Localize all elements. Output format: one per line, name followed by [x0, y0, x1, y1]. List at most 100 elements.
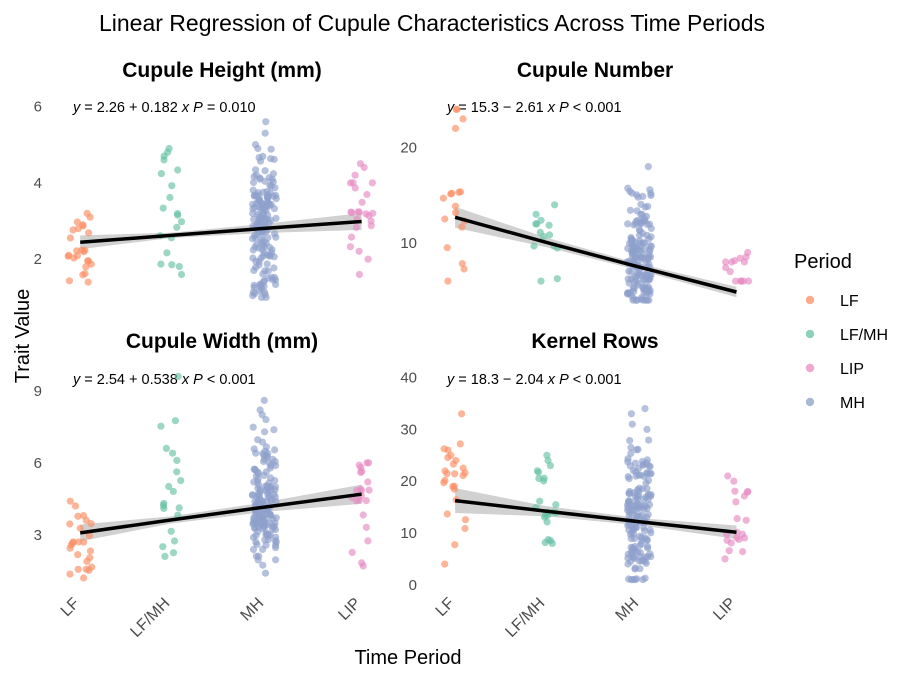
legend-item: LIP: [805, 361, 864, 378]
data-point: [452, 209, 460, 217]
data-point: [352, 223, 360, 231]
data-point: [251, 203, 259, 211]
data-point: [270, 522, 278, 530]
data-point: [79, 271, 87, 279]
data-point: [733, 515, 741, 523]
data-point: [626, 530, 635, 539]
data-point: [269, 178, 277, 186]
data-point: [157, 260, 165, 268]
data-point: [261, 428, 269, 436]
data-point: [553, 275, 561, 283]
data-point: [249, 186, 257, 194]
data-point: [725, 547, 733, 555]
data-point: [532, 220, 540, 228]
regression-equation: y = 2.26 + 0.182 x P = 0.010: [72, 100, 256, 116]
data-point: [66, 520, 74, 528]
data-point: [86, 554, 94, 562]
data-point: [439, 194, 447, 202]
data-point: [170, 537, 179, 545]
data-point: [84, 257, 92, 265]
regression-equation: y = 18.3 − 2.04 x P < 0.001: [446, 372, 622, 388]
data-point: [624, 503, 632, 511]
data-point: [76, 524, 84, 532]
y-tick-label: 20: [400, 140, 417, 157]
data-point: [260, 238, 268, 246]
data-point: [635, 226, 644, 234]
data-point: [447, 190, 455, 198]
data-point: [626, 487, 634, 496]
legend-item: LF/MH: [805, 327, 888, 344]
data-point: [362, 523, 370, 531]
confidence-band: [455, 206, 737, 298]
data-point: [248, 491, 256, 499]
data-point: [267, 216, 275, 224]
panel-title: Cupule Height (mm): [122, 59, 322, 82]
data-point: [449, 460, 457, 468]
data-point: [627, 234, 635, 242]
data-point: [458, 223, 466, 231]
data-point: [546, 462, 555, 470]
data-point: [177, 477, 185, 485]
data-point: [461, 469, 469, 477]
data-point: [254, 220, 262, 229]
data-point: [251, 290, 259, 298]
data-point: [163, 249, 171, 257]
data-point: [635, 557, 644, 565]
data-point: [643, 425, 651, 433]
data-point: [624, 184, 632, 192]
data-point: [159, 501, 168, 509]
data-point: [456, 440, 464, 448]
data-point: [173, 468, 181, 476]
data-point: [262, 118, 270, 126]
data-point: [634, 445, 642, 453]
data-point: [647, 529, 655, 537]
data-point: [552, 501, 560, 509]
data-point: [358, 559, 366, 567]
data-point: [640, 239, 649, 247]
y-tick-label: 6: [34, 455, 42, 472]
x-tick-label: LIP: [710, 595, 739, 624]
data-point: [636, 471, 645, 479]
data-point: [641, 405, 649, 413]
data-point: [263, 498, 271, 506]
data-point: [250, 266, 258, 274]
data-point: [631, 501, 639, 509]
data-point: [544, 511, 552, 519]
data-point: [367, 222, 375, 230]
data-point: [168, 261, 176, 269]
data-point: [272, 533, 280, 542]
data-point: [267, 145, 275, 153]
y-tick-label: 2: [34, 251, 42, 268]
data-point: [537, 277, 545, 285]
legend-label: LIP: [840, 361, 864, 378]
data-point: [169, 449, 177, 457]
data-point: [168, 182, 176, 190]
data-point: [441, 215, 449, 223]
data-point: [451, 470, 459, 478]
x-tick-label: LF: [58, 595, 83, 620]
data-point: [534, 468, 543, 476]
data-point: [365, 486, 373, 494]
data-point: [250, 445, 258, 453]
data-point: [169, 549, 178, 557]
y-tick-label: 20: [400, 473, 417, 490]
data-point: [271, 446, 279, 454]
data-point: [66, 570, 74, 578]
data-point: [260, 205, 268, 213]
data-point: [249, 423, 257, 431]
data-point: [545, 221, 553, 229]
data-point: [250, 283, 258, 291]
data-point: [458, 260, 466, 268]
data-point: [643, 220, 652, 228]
panel-4: Kernel Rows y = 18.3 − 2.04 x P < 0.001 0 1…: [400, 330, 752, 641]
data-point: [633, 207, 641, 215]
data-point: [624, 220, 632, 228]
data-point: [87, 520, 95, 528]
data-point: [625, 575, 633, 583]
data-point: [85, 229, 93, 237]
y-tick-label: 6: [34, 98, 42, 115]
data-point: [249, 545, 258, 554]
data-point: [263, 530, 271, 538]
data-point: [266, 464, 274, 472]
data-point: [263, 198, 272, 206]
